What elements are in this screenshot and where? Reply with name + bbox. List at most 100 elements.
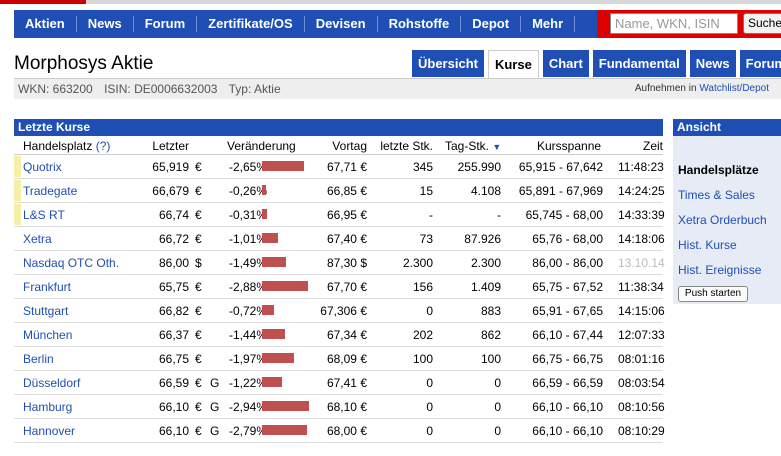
push-start-button[interactable]: Push starten (678, 286, 748, 302)
realtime-indicator (14, 204, 21, 225)
type-label: Typ: Aktie (228, 82, 281, 96)
row-time: 08:03:54 (618, 376, 665, 390)
search-area: Name, WKN, ISIN Suche (597, 10, 781, 38)
row-last-price: 66,75 (158, 352, 189, 366)
tab-news[interactable]: News (689, 50, 736, 77)
row-last-price: 66,37 (158, 328, 189, 342)
table-row: Xetra 66,72 € -1,01% 67,40 € 73 87.926 65,76 - … (14, 227, 665, 251)
col-day-qty[interactable]: Tag-Stk. ▼ (445, 139, 501, 153)
nav-item-mehr[interactable]: Mehr (521, 16, 576, 32)
row-place-link[interactable]: Hamburg (23, 400, 73, 414)
sidebar-link-xetra-orderbuch[interactable]: Xetra Orderbuch (678, 213, 767, 227)
nav-item-aktien[interactable]: Aktien (14, 16, 77, 32)
sort-desc-icon: ▼ (492, 142, 502, 152)
row-currency: € (195, 424, 202, 438)
row-prev-close: 66,85 € (326, 184, 367, 198)
nav-item-devisen[interactable]: Devisen (305, 16, 378, 32)
table-row: Hannover 66,10 € G -2,79% 68,00 € 0 0 66,10 - 66… (14, 419, 665, 443)
row-day-qty: 862 (480, 328, 501, 342)
row-change-bar (262, 353, 294, 363)
row-flag: G (210, 424, 220, 438)
row-time: 14:18:06 (618, 232, 665, 246)
row-place-link[interactable]: Tradegate (23, 184, 78, 198)
nav-item-depot[interactable]: Depot (461, 16, 522, 32)
table-row: Berlin 66,75 € -1,97% 68,09 € 100 100 66,75 - 6… (14, 347, 665, 371)
row-last-qty: 2.300 (402, 256, 433, 270)
sidebar-link-hist-kurse[interactable]: Hist. Kurse (678, 238, 737, 252)
row-place-link[interactable]: L&S RT (23, 208, 65, 222)
sidebar-body: Handelsplätze Times & Sales Xetra Orderbuc… (673, 136, 781, 304)
row-range: 66,75 - 66,75 (532, 352, 603, 366)
tab-uebersicht[interactable]: Übersicht (412, 50, 484, 77)
row-currency: € (195, 400, 202, 414)
row-place-link[interactable]: Xetra (23, 232, 52, 246)
tab-forum[interactable]: Forum (739, 50, 781, 77)
realtime-indicator (14, 180, 21, 201)
sidebar-link-handelsplaetze: Handelsplätze (678, 163, 759, 177)
nav-item-rohstoffe[interactable]: Rohstoffe (378, 16, 462, 32)
tab-underline (14, 78, 781, 79)
row-change-bar (262, 305, 274, 315)
row-time: 14:15:06 (618, 304, 665, 318)
row-change: -1,44% (228, 328, 267, 342)
row-change-bar (262, 209, 267, 219)
row-place-link[interactable]: München (23, 328, 73, 342)
row-currency: € (195, 304, 202, 318)
row-change-bar (262, 257, 286, 267)
row-time: 11:48:23 (618, 160, 664, 174)
row-range: 65,76 - 68,00 (532, 232, 603, 246)
tab-bar: Übersicht Kurse Chart Fundamental News Forum (412, 50, 781, 79)
watchlist-link[interactable]: Watchlist/Depot (699, 83, 769, 94)
col-range[interactable]: Kursspanne (537, 139, 602, 153)
nav-item-zertifikate-os[interactable]: Zertifikate/OS (197, 16, 305, 32)
row-time: 14:24:25 (618, 184, 665, 198)
col-last[interactable]: Letzter (152, 139, 189, 153)
row-last-qty: 0 (426, 304, 433, 318)
row-flag: G (210, 400, 220, 414)
table-row: Frankfurt 65,75 € -2,88% 67,70 € 156 1.409 65,7… (14, 275, 664, 299)
col-time[interactable]: Zeit (642, 139, 663, 153)
col-last-qty[interactable]: letzte Stk. (380, 139, 433, 153)
realtime-indicator (14, 156, 21, 177)
row-place-link[interactable]: Frankfurt (23, 280, 72, 294)
row-prev-close: 67,41 € (326, 376, 367, 390)
tab-fundamental[interactable]: Fundamental (592, 50, 686, 77)
row-change: -1,01% (228, 232, 267, 246)
tab-chart[interactable]: Chart (542, 50, 589, 77)
row-time: 13.10.14 (618, 256, 665, 270)
col-change[interactable]: Veränderung (227, 139, 296, 153)
row-place-link[interactable]: Nasdaq OTC Oth. (23, 256, 120, 270)
view-sidebar: Ansicht Handelsplätze Times & Sales Xetra … (673, 119, 781, 304)
search-input[interactable]: Name, WKN, ISIN (610, 13, 738, 34)
row-range: 66,10 - 66,10 (532, 424, 603, 438)
nav-item-forum[interactable]: Forum (134, 16, 198, 32)
row-last-qty: 0 (426, 400, 433, 414)
sidebar-link-hist-ereignisse[interactable]: Hist. Ereignisse (678, 263, 762, 277)
row-time: 12:07:33 (618, 328, 665, 342)
help-link[interactable]: (?) (95, 139, 111, 153)
row-place-link[interactable]: Hannover (23, 424, 76, 438)
row-last-qty: 0 (426, 424, 433, 438)
row-place-link[interactable]: Stuttgart (23, 304, 69, 318)
row-currency: € (195, 184, 202, 198)
row-day-qty: 0 (494, 400, 501, 414)
tab-kurse[interactable]: Kurse (487, 50, 539, 79)
row-last-price: 66,10 (158, 424, 189, 438)
search-button[interactable]: Suche (743, 13, 781, 34)
col-prev[interactable]: Vortag (332, 139, 367, 153)
row-place-link[interactable]: Berlin (23, 352, 54, 366)
row-place-link[interactable]: Quotrix (23, 160, 62, 174)
row-change: -0,31% (228, 208, 267, 222)
nav-item-news[interactable]: News (77, 16, 134, 32)
row-range: 66,10 - 66,10 (532, 400, 603, 414)
row-range: 65,891 - 67,969 (518, 184, 603, 198)
sidebar-link-times-and-sales[interactable]: Times & Sales (678, 188, 755, 202)
table-row: Hamburg 66,10 € G -2,94% 68,10 € 0 0 66,10 - 66,… (14, 395, 665, 419)
row-place-link[interactable]: Düsseldorf (23, 376, 81, 390)
row-day-qty: 2.300 (470, 256, 501, 270)
row-change-bar (262, 185, 266, 195)
security-id-row: WKN: 663200 ISIN: DE0006632003 Typ: Akti… (14, 79, 781, 99)
row-change-bar (262, 161, 304, 171)
quotes-table-header: Handelsplatz (?) Letzter Veränderung Vor… (14, 136, 663, 155)
col-place[interactable]: Handelsplatz (?) (23, 139, 110, 153)
